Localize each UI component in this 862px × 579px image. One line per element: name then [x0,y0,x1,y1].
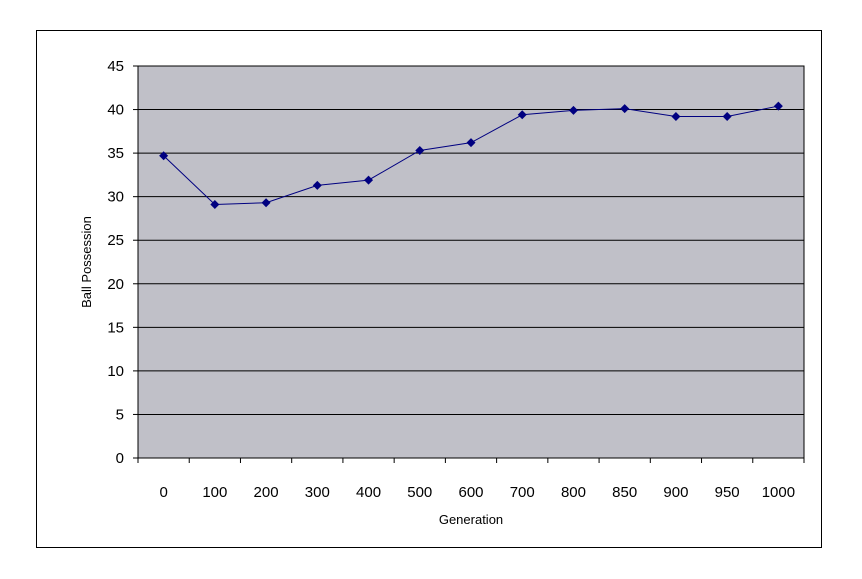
x-tick-label: 900 [663,484,688,501]
x-tick-label: 600 [458,484,483,501]
y-tick-label: 10 [107,363,124,380]
y-axis-title: Ball Possession [79,216,94,308]
data-point-marker [159,151,169,161]
x-tick-label: 300 [305,484,330,501]
x-tick-label: 950 [715,484,740,501]
data-point-marker [466,138,476,148]
x-axis-title: Generation [439,512,503,527]
y-tick-label: 0 [116,450,124,467]
data-point-marker [210,200,220,210]
data-point-marker [568,105,578,115]
x-tick-label: 500 [407,484,432,501]
data-point-marker [364,175,374,185]
y-tick-label: 15 [107,319,124,336]
data-point-marker [722,112,732,122]
y-tick-label: 5 [116,406,124,423]
y-tick-label: 20 [107,276,124,293]
data-point-marker [671,112,681,122]
x-tick-label: 1000 [762,484,795,501]
y-tick-label: 40 [107,102,124,119]
x-tick-label: 100 [202,484,227,501]
x-tick-label: 400 [356,484,381,501]
data-point-marker [312,180,322,190]
axes [137,66,804,459]
gridlines [138,65,804,415]
x-tick-label: 800 [561,484,586,501]
x-axis-ticks: 0 100 200 300 400 500 600 700 800 850 900 950 1000 [137,458,805,501]
y-tick-label: 30 [107,189,124,206]
x-tick-label: 850 [612,484,637,501]
data-point-marker [261,198,271,208]
data-point-marker [415,145,425,155]
plot-area [137,65,805,459]
data-point-marker [517,110,527,120]
series-markers [159,101,783,210]
x-tick-label: 700 [510,484,535,501]
x-tick-label: 200 [254,484,279,501]
data-point-marker [773,101,783,111]
y-axis-ticks: 0 5 10 15 20 25 30 35 40 45 [107,58,138,467]
y-tick-label: 35 [107,145,124,162]
y-tick-label: 25 [107,232,124,249]
y-tick-label: 45 [107,58,124,75]
x-tick-label: 0 [159,484,167,501]
data-point-marker [620,104,630,114]
